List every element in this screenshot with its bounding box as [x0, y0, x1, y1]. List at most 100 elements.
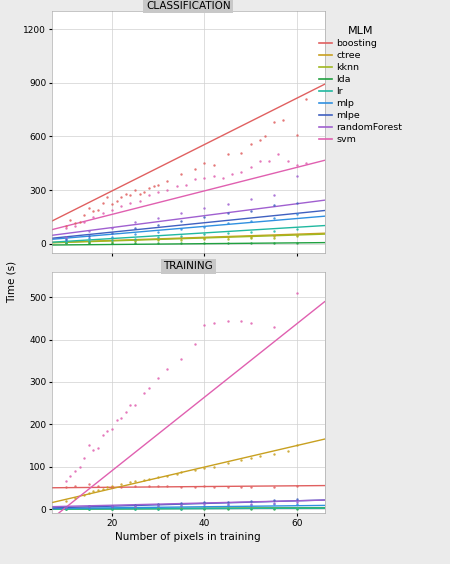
Point [85, 504, 92, 513]
Point [178, 500, 185, 509]
Point [108, 501, 116, 510]
Point [201, 504, 208, 513]
Point [201, 222, 208, 231]
Point [154, 481, 162, 490]
Point [293, 130, 301, 139]
Point [145, 184, 153, 193]
Point [293, 224, 301, 233]
Point [131, 501, 139, 510]
Point [62, 503, 69, 512]
Point [127, 401, 134, 410]
Point [131, 401, 139, 410]
Point [270, 323, 277, 332]
Point [108, 200, 116, 209]
Point [270, 213, 277, 222]
Point [141, 388, 148, 397]
Point [62, 503, 69, 512]
Point [154, 502, 162, 511]
Point [178, 499, 185, 508]
Point [238, 168, 245, 177]
Point [113, 416, 120, 425]
Point [117, 482, 125, 491]
Point [210, 161, 217, 170]
Point [164, 177, 171, 186]
Point [117, 201, 125, 210]
Point [131, 504, 139, 513]
Point [85, 502, 92, 511]
Point [192, 164, 199, 173]
Point [173, 182, 180, 191]
Point [94, 443, 102, 452]
Point [67, 216, 74, 225]
Point [178, 482, 185, 491]
Point [293, 198, 301, 207]
Point [178, 217, 185, 226]
Point [270, 450, 277, 459]
Point [85, 227, 92, 236]
Point [247, 232, 254, 241]
Point [270, 482, 277, 491]
Point [270, 201, 277, 210]
Point [178, 239, 185, 248]
Point [178, 354, 185, 363]
Point [131, 503, 139, 512]
Point [293, 441, 301, 450]
Point [62, 235, 69, 244]
Point [247, 504, 254, 513]
Point [127, 191, 134, 200]
Point [131, 500, 139, 509]
Point [67, 472, 74, 481]
Point [270, 226, 277, 235]
Point [108, 503, 116, 512]
Point [62, 238, 69, 247]
Point [238, 456, 245, 465]
Point [178, 234, 185, 243]
Point [99, 209, 106, 218]
Point [238, 482, 245, 491]
Point [210, 171, 217, 180]
Point [201, 500, 208, 509]
Point [71, 493, 78, 502]
Point [154, 187, 162, 196]
Point [154, 504, 162, 513]
Point [85, 502, 92, 511]
Point [164, 365, 171, 374]
Point [62, 496, 69, 505]
Point [90, 207, 97, 216]
X-axis label: Number of pixels in training: Number of pixels in training [115, 532, 261, 542]
Point [256, 135, 264, 144]
Point [247, 227, 254, 236]
Point [85, 504, 92, 513]
Point [99, 430, 106, 439]
Point [131, 235, 139, 244]
Point [62, 224, 69, 233]
Point [145, 191, 153, 200]
Point [85, 504, 92, 513]
Point [108, 504, 116, 513]
Point [247, 139, 254, 148]
Point [76, 218, 83, 227]
Point [261, 132, 268, 141]
Point [81, 218, 88, 227]
Point [122, 407, 129, 416]
Point [136, 196, 143, 205]
Point [284, 446, 291, 455]
Point [224, 239, 231, 248]
Point [81, 491, 88, 500]
Point [108, 235, 116, 244]
Point [127, 478, 134, 487]
Point [164, 186, 171, 195]
Point [201, 230, 208, 239]
Point [108, 223, 116, 232]
Point [247, 496, 254, 505]
Point [81, 453, 88, 462]
Point [71, 221, 78, 230]
Point [293, 499, 301, 508]
Point [247, 504, 254, 513]
Point [293, 161, 301, 170]
Point [108, 481, 116, 490]
Point [293, 210, 301, 219]
Point [192, 465, 199, 474]
Point [108, 482, 116, 491]
Point [131, 234, 139, 243]
